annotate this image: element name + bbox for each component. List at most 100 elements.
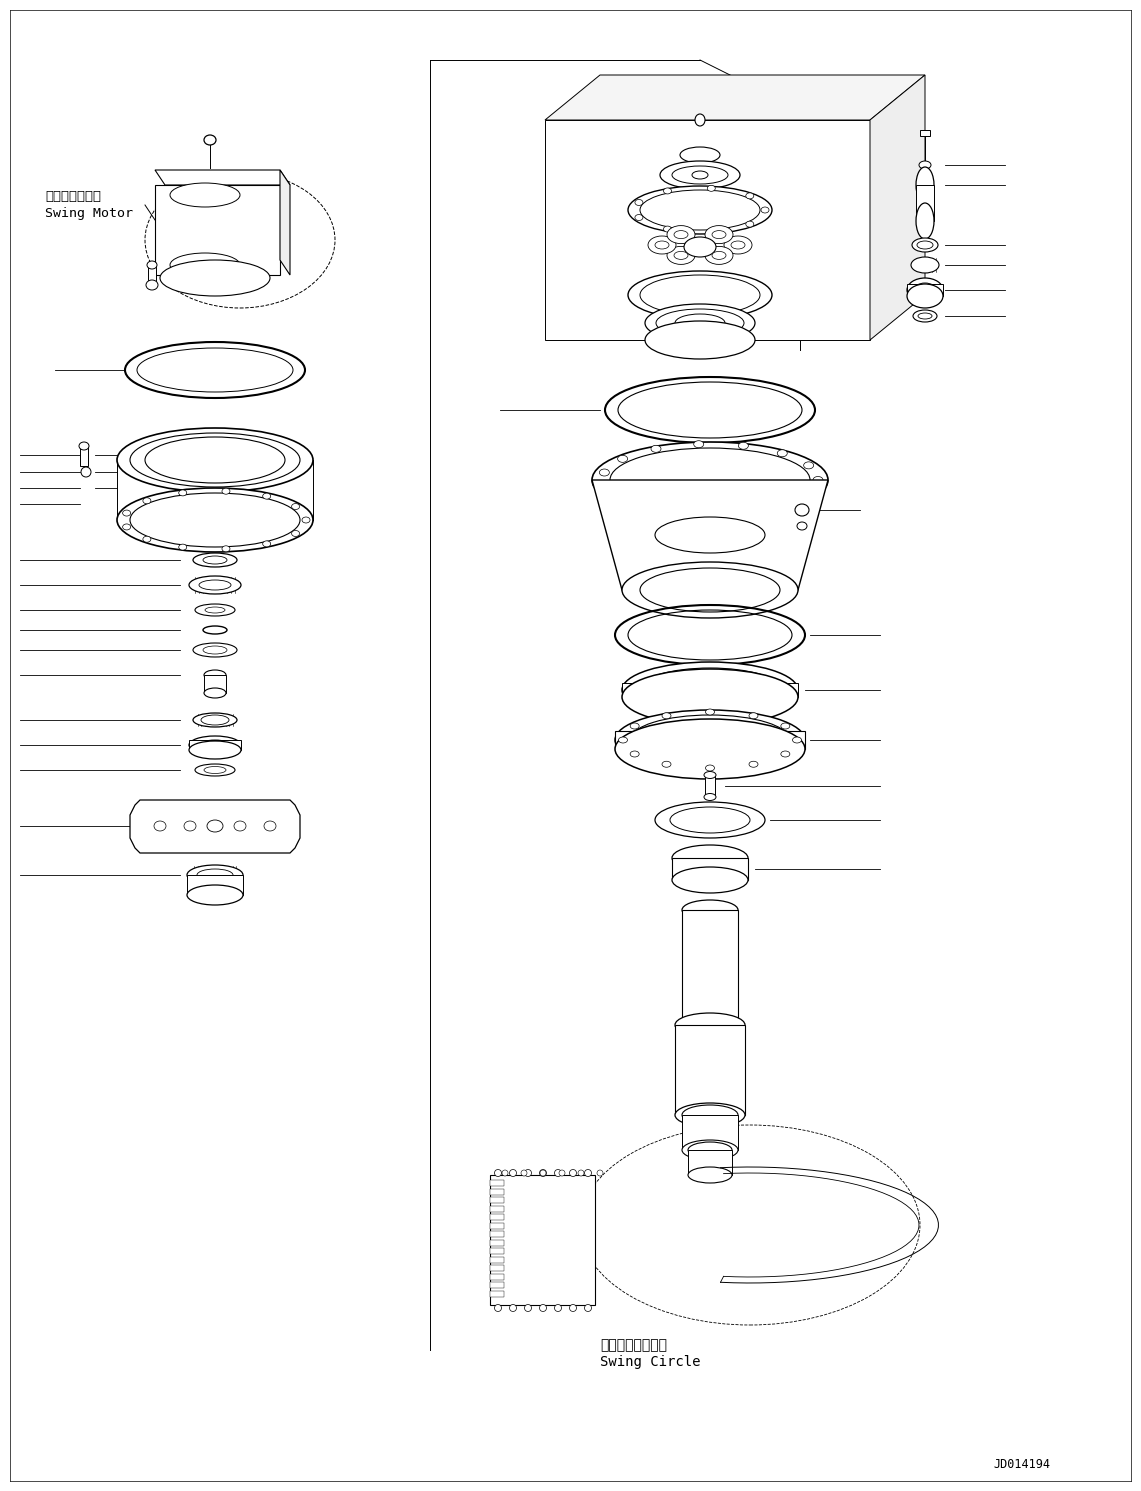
Ellipse shape	[292, 504, 300, 510]
Ellipse shape	[659, 161, 741, 189]
Bar	[489, 1282, 504, 1288]
Ellipse shape	[555, 1305, 561, 1312]
Ellipse shape	[170, 183, 240, 207]
Ellipse shape	[578, 1170, 584, 1176]
Polygon shape	[592, 480, 828, 590]
Ellipse shape	[675, 1012, 745, 1038]
Ellipse shape	[207, 820, 222, 832]
Ellipse shape	[746, 221, 754, 227]
Ellipse shape	[510, 1305, 517, 1312]
Bar	[80, 444, 88, 467]
Ellipse shape	[154, 822, 165, 830]
Ellipse shape	[204, 669, 226, 680]
Ellipse shape	[919, 313, 932, 319]
Ellipse shape	[705, 765, 714, 771]
Ellipse shape	[704, 771, 717, 778]
Ellipse shape	[222, 488, 230, 494]
Ellipse shape	[599, 485, 609, 491]
Bar	[189, 740, 241, 750]
Ellipse shape	[510, 1169, 517, 1176]
Ellipse shape	[204, 766, 226, 774]
Ellipse shape	[634, 215, 642, 221]
Bar	[187, 875, 243, 895]
Bar	[489, 1264, 504, 1270]
Ellipse shape	[795, 504, 809, 516]
Text: JD014194: JD014194	[993, 1458, 1050, 1472]
Ellipse shape	[617, 498, 628, 504]
Ellipse shape	[738, 443, 748, 449]
Ellipse shape	[707, 228, 715, 234]
Bar	[672, 857, 748, 880]
Ellipse shape	[584, 1305, 591, 1312]
Text: スイングモータ: スイングモータ	[44, 189, 102, 203]
Ellipse shape	[682, 901, 738, 920]
Ellipse shape	[79, 441, 89, 450]
Text: Swing Circle: Swing Circle	[600, 1355, 701, 1369]
Ellipse shape	[780, 751, 790, 757]
Ellipse shape	[645, 321, 755, 359]
Ellipse shape	[302, 517, 310, 523]
Ellipse shape	[682, 1015, 738, 1035]
Ellipse shape	[615, 710, 806, 769]
Ellipse shape	[694, 441, 704, 447]
Ellipse shape	[193, 643, 237, 658]
Ellipse shape	[694, 513, 704, 519]
Ellipse shape	[559, 1170, 565, 1176]
Polygon shape	[155, 170, 290, 185]
Ellipse shape	[919, 161, 931, 168]
Ellipse shape	[748, 713, 758, 719]
Ellipse shape	[707, 185, 715, 191]
Bar	[489, 1257, 504, 1263]
Ellipse shape	[640, 568, 780, 611]
Bar	[489, 1223, 504, 1229]
Ellipse shape	[622, 562, 798, 617]
Ellipse shape	[118, 488, 313, 552]
Ellipse shape	[630, 716, 790, 765]
Bar	[682, 1115, 738, 1150]
Ellipse shape	[203, 646, 227, 655]
Ellipse shape	[691, 171, 709, 179]
Ellipse shape	[803, 491, 814, 498]
Ellipse shape	[160, 259, 270, 297]
Ellipse shape	[725, 236, 752, 253]
Ellipse shape	[610, 447, 810, 511]
Bar	[489, 1273, 504, 1279]
Bar	[489, 1179, 504, 1185]
Ellipse shape	[814, 477, 823, 483]
Ellipse shape	[628, 271, 772, 319]
Ellipse shape	[638, 668, 782, 713]
Bar	[705, 775, 715, 798]
Ellipse shape	[683, 237, 717, 256]
Ellipse shape	[731, 242, 745, 249]
Ellipse shape	[907, 283, 942, 309]
Bar	[489, 1239, 504, 1245]
Ellipse shape	[189, 741, 241, 759]
Ellipse shape	[640, 189, 760, 230]
Ellipse shape	[662, 762, 671, 768]
Bar	[148, 265, 156, 285]
Ellipse shape	[204, 136, 216, 145]
Ellipse shape	[617, 455, 628, 462]
Ellipse shape	[916, 203, 934, 239]
Ellipse shape	[262, 541, 270, 547]
Ellipse shape	[640, 274, 760, 315]
Ellipse shape	[914, 283, 936, 297]
Ellipse shape	[630, 751, 639, 757]
Ellipse shape	[234, 822, 246, 830]
Ellipse shape	[688, 1142, 733, 1159]
Ellipse shape	[655, 517, 764, 553]
Ellipse shape	[540, 1305, 547, 1312]
Ellipse shape	[748, 762, 758, 768]
Bar	[615, 731, 806, 748]
Ellipse shape	[675, 315, 725, 332]
Ellipse shape	[712, 252, 726, 259]
Ellipse shape	[199, 580, 230, 590]
Ellipse shape	[222, 546, 230, 552]
Bar	[489, 1248, 504, 1254]
Ellipse shape	[204, 687, 226, 698]
Ellipse shape	[655, 242, 669, 249]
Ellipse shape	[592, 441, 828, 517]
Ellipse shape	[201, 716, 229, 725]
Ellipse shape	[630, 723, 639, 729]
Ellipse shape	[705, 710, 714, 716]
